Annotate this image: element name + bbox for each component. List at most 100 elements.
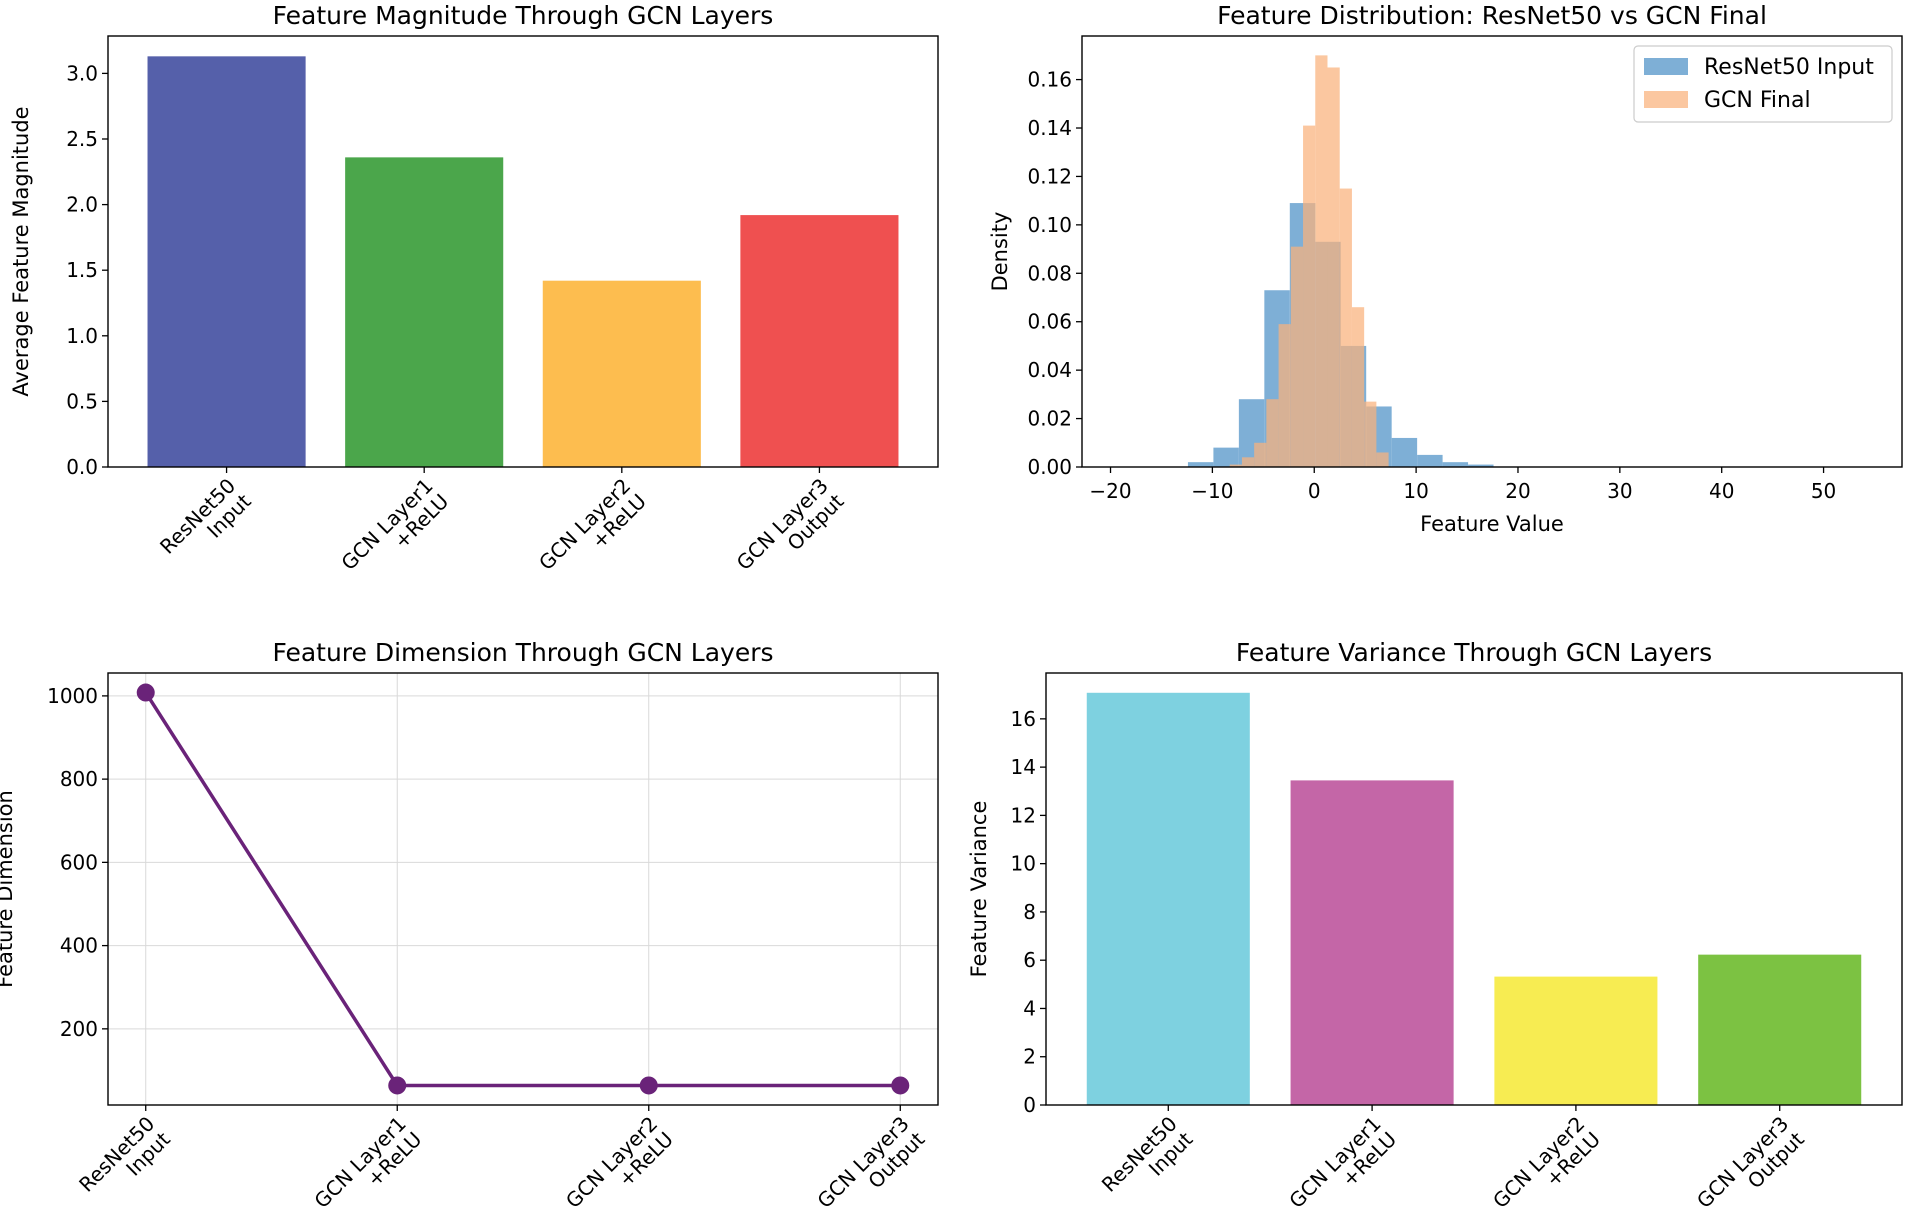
hist-bar-1-0	[1229, 464, 1242, 467]
y-tick-label: 16	[1011, 707, 1036, 731]
y-tick-label: 400	[60, 934, 98, 958]
x-tick-label: GCN Layer1+ReLU	[309, 1112, 426, 1226]
y-tick-label: 0.02	[1027, 407, 1072, 431]
y-tick-label: 8	[1023, 900, 1036, 924]
y-tick-label: 12	[1011, 803, 1036, 827]
series-line	[144, 691, 901, 1088]
y-tick-label: 0.5	[66, 389, 98, 413]
y-tick-label: 0.0	[66, 455, 98, 479]
data-point-1	[388, 1076, 407, 1095]
hist-bar-0-1	[1213, 447, 1239, 467]
chart-title-3: Feature Variance Through GCN Layers	[1236, 638, 1712, 667]
hist-bar-1-5	[1290, 246, 1304, 467]
hist-bar-1-7	[1315, 55, 1328, 467]
bar-1	[345, 157, 504, 468]
y-tick-label: 3.0	[66, 61, 98, 85]
axes-frame	[107, 672, 939, 1106]
hist-bar-1-4	[1278, 324, 1291, 467]
hist-bar-0-9	[1417, 454, 1443, 467]
chart-panel-3: 0 2 4 6 8 10 12 14 16 ResNet50Input GCN Layer1+ReL…	[967, 638, 1903, 1226]
bar-3	[1698, 954, 1862, 1105]
hist-bar-1-8	[1327, 67, 1340, 467]
x-tick-label: 0	[1308, 479, 1321, 503]
x-tick-label: 40	[1709, 479, 1734, 503]
x-tick-label: 20	[1505, 479, 1530, 503]
bar-0	[147, 56, 306, 468]
bar-2	[542, 280, 701, 467]
data-point-0	[136, 683, 155, 702]
y-tick-label: 800	[60, 767, 98, 791]
y-tick-label: 0.00	[1027, 455, 1072, 479]
x-tick-label: GCN Layer2+ReLU	[561, 1112, 678, 1226]
hist-bar-0-0	[1187, 462, 1214, 467]
y-tick-label: 200	[60, 1017, 98, 1041]
x-tick-label: GCN Layer3Output	[812, 1111, 929, 1226]
bar-2	[1494, 976, 1658, 1105]
y-tick-label: 0.16	[1027, 68, 1072, 92]
x-tick-label: GCN Layer3Output	[1692, 1111, 1809, 1226]
y-tick-label: 600	[60, 850, 98, 874]
hist-bar-1-3	[1266, 399, 1279, 467]
data-point-2	[639, 1076, 658, 1095]
axes-frame	[1081, 35, 1903, 468]
hist-bar-0-10	[1442, 462, 1469, 467]
hist-bar-1-2	[1254, 442, 1267, 467]
chart-panel-1: 0.00 0.02 0.04 0.06 0.08 0.10 0.12 0.14 0.16 −20 −…	[988, 1, 1903, 536]
hist-bar-1-1	[1241, 457, 1255, 467]
y-tick-label: 2.0	[66, 193, 98, 217]
y-axis-label-0: Average Feature Magnitude	[9, 106, 33, 396]
y-tick-label: 1.0	[66, 324, 98, 348]
y-tick-label: 0.06	[1027, 310, 1072, 334]
legend-swatch-0	[1644, 58, 1688, 75]
y-tick-label: 0.12	[1027, 164, 1072, 188]
y-tick-label: 14	[1011, 755, 1036, 779]
hist-bar-1-11	[1364, 401, 1377, 467]
y-tick-label: 2.5	[66, 127, 98, 151]
hist-bar-1-6	[1303, 125, 1316, 467]
y-axis-label-2: Feature Dimension	[0, 790, 17, 988]
chart-panel-2: 200 400 600 800 1000 ResNet50Input GCN Layer1+…	[0, 638, 939, 1226]
x-tick-label: 30	[1607, 479, 1632, 503]
y-tick-label: 6	[1023, 948, 1036, 972]
x-tick-label: GCN Layer2+ReLU	[1488, 1112, 1605, 1226]
chart-title-0: Feature Magnitude Through GCN Layers	[273, 1, 774, 30]
y-tick-label: 0.08	[1027, 261, 1072, 285]
bar-3	[740, 215, 899, 467]
y-tick-label: 10	[1011, 852, 1036, 876]
x-tick-label: GCN Layer1+ReLU	[1284, 1112, 1401, 1226]
legend-box	[1633, 45, 1893, 123]
y-tick-label: 1000	[47, 684, 98, 708]
y-tick-label: 1.5	[66, 258, 98, 282]
bar-1	[1290, 780, 1454, 1105]
y-tick-label: 0.10	[1027, 213, 1072, 237]
x-tick-label: 50	[1811, 479, 1836, 503]
y-axis-label-3: Feature Variance	[967, 801, 991, 978]
y-tick-label: 0	[1023, 1093, 1036, 1117]
x-axis-label-1: Feature Value	[1420, 512, 1564, 536]
x-tick-label: 10	[1403, 479, 1428, 503]
x-tick-label: −20	[1089, 479, 1131, 503]
chart-panel-0: 0.0 0.5 1.0 1.5 2.0 2.5 3.0 ResNet50Input GCN La…	[9, 1, 939, 591]
bar-0	[1086, 692, 1250, 1105]
hist-bar-0-8	[1391, 437, 1418, 467]
legend-label-1: GCN Final	[1704, 88, 1811, 113]
hist-bar-0-11	[1468, 464, 1494, 467]
y-axis-label-1: Density	[988, 212, 1012, 292]
axes-frame	[1045, 672, 1903, 1106]
x-tick-label: ResNet50Input	[74, 1111, 175, 1212]
legend: ResNet50 Input GCN Final	[1633, 45, 1893, 123]
chart-title-1: Feature Distribution: ResNet50 vs GCN Fi…	[1217, 1, 1767, 30]
x-tick-label: GCN Layer1+ReLU	[336, 474, 453, 591]
axes-frame	[107, 35, 939, 468]
y-tick-label: 0.14	[1027, 116, 1072, 140]
data-point-3	[891, 1076, 910, 1095]
y-tick-label: 4	[1023, 996, 1036, 1020]
hist-bar-1-9	[1339, 188, 1352, 468]
x-tick-label: GCN Layer2+ReLU	[534, 474, 651, 591]
legend-label-0: ResNet50 Input	[1704, 55, 1874, 80]
legend-swatch-1	[1644, 91, 1688, 108]
x-tick-label: −10	[1191, 479, 1233, 503]
hist-bar-1-10	[1351, 307, 1365, 467]
y-tick-label: 0.04	[1027, 358, 1072, 382]
